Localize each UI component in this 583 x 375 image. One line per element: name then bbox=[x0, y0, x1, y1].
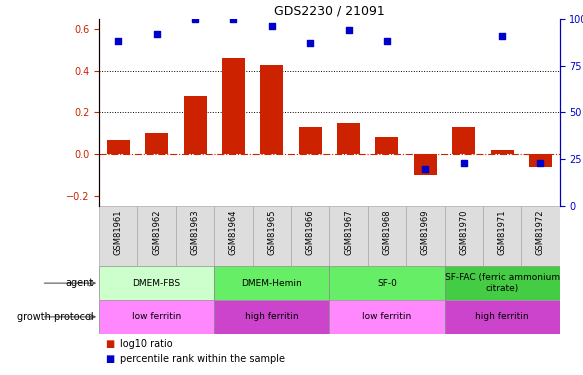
Text: low ferritin: low ferritin bbox=[132, 312, 181, 321]
Bar bbox=[99, 266, 215, 300]
Point bbox=[459, 160, 468, 166]
Bar bbox=[445, 206, 483, 266]
Point bbox=[344, 27, 353, 33]
Text: GSM81968: GSM81968 bbox=[382, 209, 391, 255]
Bar bbox=[176, 206, 215, 266]
Text: low ferritin: low ferritin bbox=[363, 312, 412, 321]
Bar bbox=[145, 134, 168, 154]
Bar bbox=[329, 300, 444, 334]
Text: growth protocol: growth protocol bbox=[17, 312, 93, 322]
Bar bbox=[99, 300, 215, 334]
Point bbox=[267, 23, 276, 29]
Text: GSM81971: GSM81971 bbox=[498, 209, 507, 255]
Bar bbox=[375, 138, 399, 154]
Bar bbox=[329, 206, 368, 266]
Text: log10 ratio: log10 ratio bbox=[120, 339, 172, 349]
Bar bbox=[222, 58, 245, 154]
Bar bbox=[107, 140, 130, 154]
Point bbox=[305, 40, 315, 46]
Bar bbox=[329, 266, 444, 300]
Bar bbox=[215, 300, 329, 334]
Text: percentile rank within the sample: percentile rank within the sample bbox=[120, 354, 285, 364]
Bar bbox=[490, 150, 514, 154]
Text: DMEM-FBS: DMEM-FBS bbox=[132, 279, 181, 288]
Text: high ferritin: high ferritin bbox=[245, 312, 298, 321]
Point bbox=[152, 31, 161, 37]
Bar bbox=[215, 266, 329, 300]
Bar bbox=[138, 206, 176, 266]
Bar bbox=[337, 123, 360, 154]
Text: GSM81963: GSM81963 bbox=[191, 209, 199, 255]
Bar bbox=[99, 206, 138, 266]
Bar bbox=[252, 206, 291, 266]
Point bbox=[229, 16, 238, 22]
Text: GSM81972: GSM81972 bbox=[536, 209, 545, 255]
Point bbox=[191, 16, 200, 22]
Text: SF-0: SF-0 bbox=[377, 279, 397, 288]
Bar bbox=[368, 206, 406, 266]
Title: GDS2230 / 21091: GDS2230 / 21091 bbox=[274, 4, 385, 18]
Bar bbox=[260, 64, 283, 154]
Bar bbox=[452, 127, 475, 154]
Bar bbox=[298, 127, 322, 154]
Text: GSM81970: GSM81970 bbox=[459, 209, 468, 255]
Text: GSM81964: GSM81964 bbox=[229, 209, 238, 255]
Text: GSM81967: GSM81967 bbox=[344, 209, 353, 255]
Bar bbox=[483, 206, 521, 266]
Point bbox=[421, 166, 430, 172]
Bar bbox=[414, 154, 437, 175]
Bar bbox=[406, 206, 444, 266]
Bar bbox=[215, 206, 252, 266]
Text: GSM81962: GSM81962 bbox=[152, 209, 161, 255]
Point bbox=[497, 33, 507, 39]
Bar bbox=[529, 154, 552, 166]
Text: GSM81969: GSM81969 bbox=[421, 209, 430, 255]
Point bbox=[536, 160, 545, 166]
Point bbox=[382, 38, 392, 44]
Text: GSM81961: GSM81961 bbox=[114, 209, 123, 255]
Text: GSM81966: GSM81966 bbox=[305, 209, 315, 255]
Bar bbox=[445, 300, 560, 334]
Text: agent: agent bbox=[65, 278, 93, 288]
Point bbox=[114, 38, 123, 44]
Text: SF-FAC (ferric ammonium
citrate): SF-FAC (ferric ammonium citrate) bbox=[445, 273, 560, 293]
Text: ■: ■ bbox=[105, 339, 114, 349]
Bar bbox=[184, 96, 206, 154]
Text: high ferritin: high ferritin bbox=[475, 312, 529, 321]
Text: DMEM-Hemin: DMEM-Hemin bbox=[241, 279, 302, 288]
Text: ■: ■ bbox=[105, 354, 114, 364]
Bar bbox=[291, 206, 329, 266]
Bar bbox=[445, 266, 560, 300]
Bar bbox=[521, 206, 560, 266]
Text: GSM81965: GSM81965 bbox=[268, 209, 276, 255]
